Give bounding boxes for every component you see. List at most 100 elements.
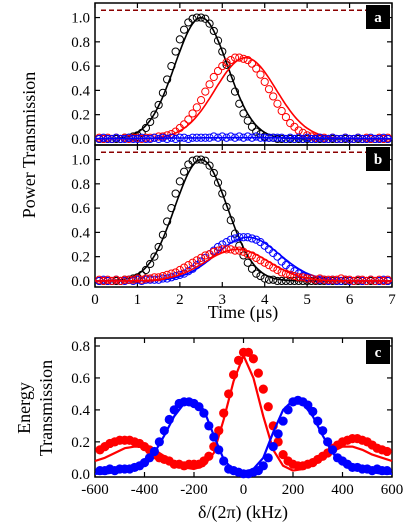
data-point [375,275,384,284]
series-1 [95,395,392,479]
data-point [129,275,138,284]
x-tick-label: 7 [388,292,396,308]
data-point [218,47,227,56]
data-point [175,177,184,186]
data-point [307,132,316,141]
data-point [226,55,235,65]
x-tick-label: 400 [331,482,354,498]
y-tick-label: 1.0 [71,153,90,169]
y-tick-label: 1.0 [71,11,90,27]
data-point [379,133,388,142]
data-point [336,274,346,283]
data-point [180,263,189,272]
data-point [184,115,193,124]
data-point [146,259,155,269]
x-tick-label: 5 [303,292,311,308]
data-point [264,85,274,94]
data-point [196,253,206,262]
y-tick-label: 0.8 [71,339,90,355]
series-2 [95,132,392,144]
data-point [184,134,193,144]
data-point [205,19,214,28]
series-2 [95,245,392,286]
data-point [209,26,218,36]
data-point [188,109,197,118]
data-point [239,247,248,256]
data-point [150,273,159,282]
y-tick-label: 0.6 [71,371,90,387]
data-point [298,128,307,137]
data-point [263,402,273,412]
data-point [235,132,244,141]
fit-line [95,136,392,140]
data-point [222,58,231,67]
series-0 [94,347,393,472]
x-axis-title-time: Time (μs) [208,302,279,323]
data-point [258,384,268,394]
data-point [260,77,269,86]
data-point [150,252,159,261]
data-point [243,132,252,141]
x-tick-label: 0 [240,482,248,498]
data-point [281,112,291,122]
data-point [278,416,288,426]
y-axis-title-energy-line2: Transmission [36,360,56,456]
data-point [188,258,197,267]
data-point [204,451,214,461]
x-tick-label: -600 [81,482,109,498]
data-point [345,275,354,284]
x-tick-label: 3 [219,292,227,308]
data-point [230,53,240,62]
data-point [196,95,206,105]
data-point [332,275,341,284]
x-tick-label: 600 [381,482,404,498]
panel-label-box [366,5,390,29]
data-point [133,274,142,283]
data-point [358,275,367,284]
data-point [341,275,350,284]
data-point [146,117,155,127]
data-point [269,92,278,101]
data-point [218,189,227,198]
data-point [196,155,206,164]
data-point [290,134,299,144]
data-point [315,274,324,283]
data-point [256,271,265,281]
data-point [273,429,283,439]
data-point [382,446,392,457]
data-point [201,156,210,165]
data-point [258,461,268,471]
data-point [383,275,392,284]
y-axis-title-power: Power Transmission [19,72,39,219]
y-tick-label: 0.6 [71,59,90,75]
panel-label: c [375,345,382,361]
data-point [205,161,214,170]
y-tick-label: 0.8 [71,177,90,193]
data-point [201,87,210,96]
fit-line [95,248,392,282]
y-tick-label: 0.2 [71,250,90,266]
data-point [256,70,265,79]
series-0 [95,13,392,144]
data-point [192,256,201,265]
data-point [163,75,172,84]
data-point [218,132,227,141]
data-point [273,99,282,108]
data-point [112,275,121,284]
y-tick-label: 0.8 [71,35,90,51]
data-point [154,100,163,110]
data-point [283,405,293,415]
y-tick-label: 0.4 [71,403,90,419]
data-point [273,276,282,286]
data-point [366,275,375,284]
y-tick-label: 0.0 [71,132,90,148]
y-tick-label: 0.4 [71,83,90,99]
data-point [298,134,307,144]
data-point [95,275,104,284]
data-point [150,110,159,119]
y-tick-label: 0.2 [71,435,90,451]
data-point [209,247,218,256]
y-tick-label: 0.6 [71,201,90,217]
data-point [180,25,189,34]
data-point [205,250,214,259]
